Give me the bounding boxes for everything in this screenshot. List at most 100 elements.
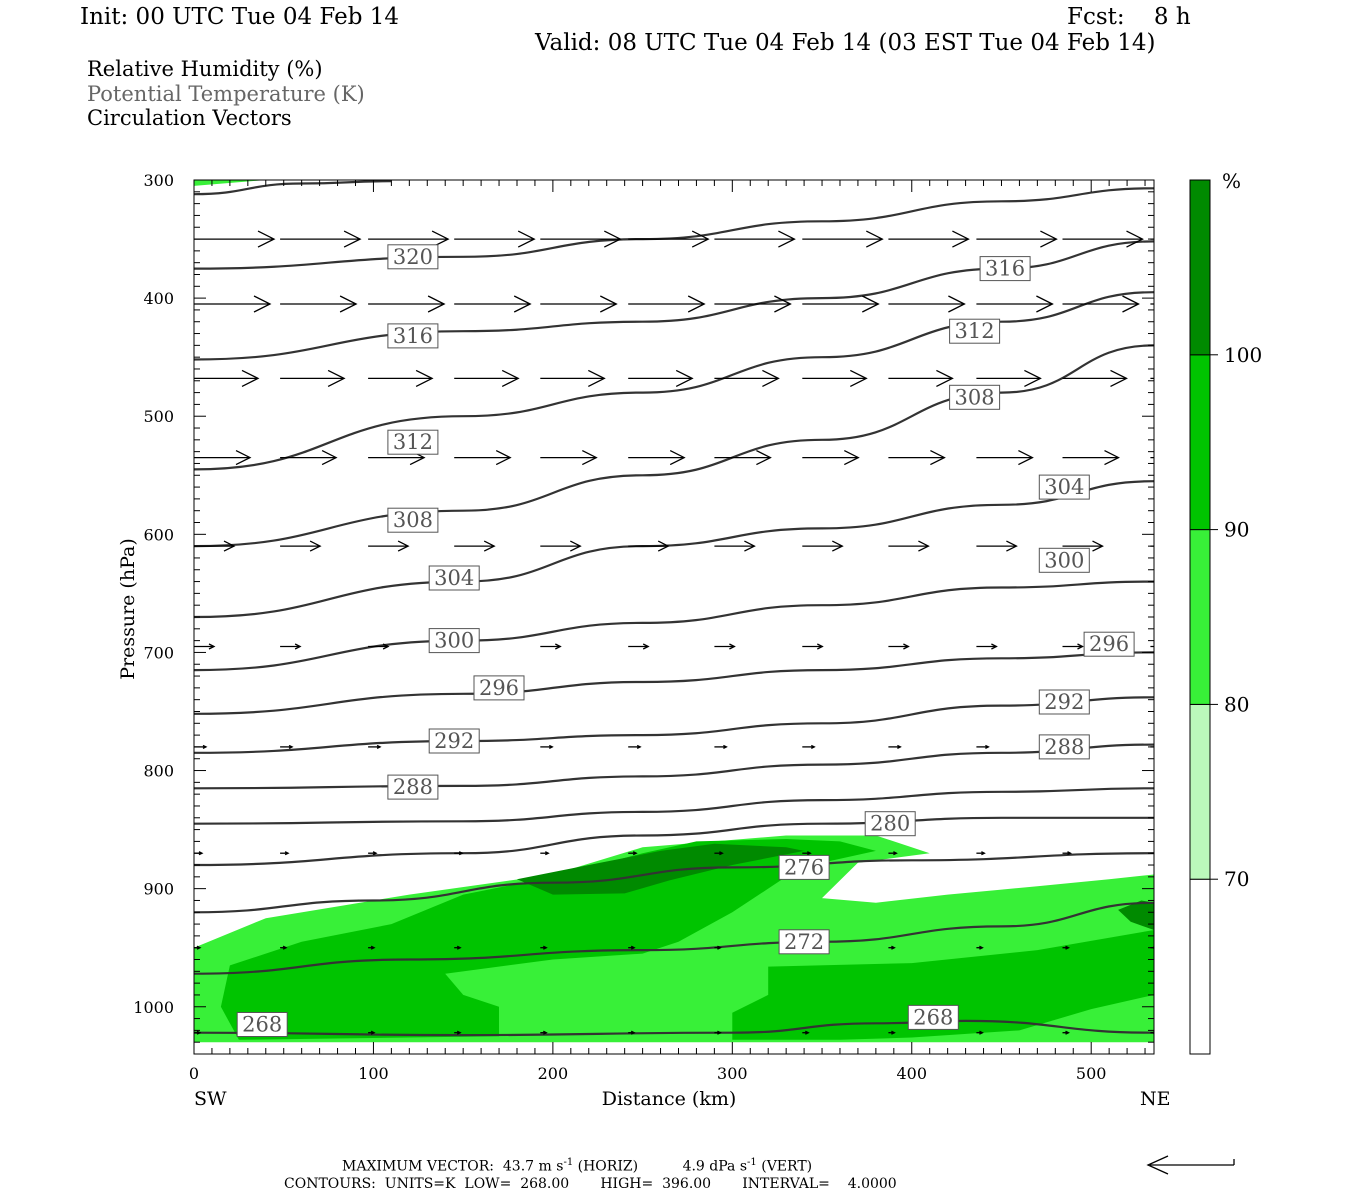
contour-label-box [387,429,439,455]
x-tick-label: 0 [189,1064,199,1083]
theta-contour-296 [194,651,1154,715]
contour-label-text: 300 [434,629,474,653]
vector-arrowhead [903,643,910,650]
x-tick-label: 200 [538,1064,569,1083]
vector-arrowhead [981,851,986,856]
theta-contour-284 [194,787,1154,825]
colorbar-label: 80 [1224,692,1249,716]
vector-arrowhead [1155,852,1158,855]
vector-arrowhead [370,945,376,950]
colorbar-segment [1189,529,1211,705]
vector-arrowhead [253,295,272,313]
vector-arrowhead [294,643,302,650]
vector-arrowhead [1006,540,1018,552]
vector-arrowhead [744,540,756,552]
vector-arrowhead [805,1030,810,1035]
theta-contour-268 [194,1019,1154,1037]
contour-label-box [1038,474,1090,500]
vector-arrowhead [948,295,966,313]
y-tick-label: 300 [143,171,174,190]
contour-label-304: 304 [428,565,480,591]
vector-arrowhead [807,851,812,856]
contour-label-box [979,256,1031,282]
y-tick-label: 800 [143,762,174,781]
theta-contour-272 [194,901,1154,975]
vector-arrowhead [1126,230,1144,248]
x-end-label-ne: NE [1140,1088,1171,1110]
theta-contour-304 [194,480,1154,619]
colorbar-segment [1189,354,1211,531]
rh-shading [194,180,1154,1043]
contour-label-box [778,929,830,955]
legend-vectors: Circulation Vectors [87,106,292,130]
contour-label-268: 268 [907,1004,959,1030]
contour-label-text: 272 [784,930,824,954]
reference-vector [1146,1155,1235,1175]
contour-label-296: 296 [1083,631,1135,657]
vector-arrowhead [517,230,536,248]
contour-label-312: 312 [387,429,439,455]
colorbar-label: 100 [1224,343,1262,367]
y-tick-label: 900 [143,880,174,899]
contour-label-312: 312 [949,318,1001,344]
vector-arrowhead [756,450,772,466]
theta-contour-300 [194,580,1154,672]
valid-time: Valid: 08 UTC Tue 04 Feb 14 (03 EST Tue … [535,30,1156,56]
vector-arrowhead [456,1030,462,1035]
axes: 0 100 200 300 400 500 300 400 500 600 700 800 900 100… [117,171,1171,1110]
contour-label-text: 268 [913,1005,953,1029]
vector-arrowhead [1214,231,1230,247]
vector-arrowhead [288,744,294,749]
contour-label-box [428,565,480,591]
vector-arrowhead [208,643,216,650]
contour-label-text: 300 [1044,548,1084,572]
colorbar-label: 70 [1224,867,1249,891]
contour-label-text: 292 [1044,690,1084,714]
vector-arrowhead [717,945,722,950]
vector-arrowhead [936,369,954,387]
legend-rh: Relative Humidity (%) [87,57,323,81]
contour-label-text: 308 [393,508,433,532]
contour-label-box [1038,689,1090,715]
vector-arrowhead [321,450,338,466]
vector-arrowhead [309,540,322,552]
contour-label-box [1083,631,1135,657]
vector-arrowhead [979,945,984,950]
contour-label-280: 280 [864,811,916,837]
legend-theta: Potential Temperature (K) [87,82,365,106]
vector-arrowhead [543,945,548,950]
vector-arrowhead [891,1030,896,1035]
contour-label-box [236,1012,288,1037]
vector-arrowhead [691,230,710,248]
contour-label-box [907,1004,959,1030]
vector-arrowhead [588,369,606,387]
vector-arrowhead [675,369,694,387]
vector-arrowhead [545,851,550,856]
contour-label-text: 292 [434,729,474,753]
contour-label-box [428,728,480,754]
vector-arrowhead [979,1030,984,1035]
contour-label-text: 316 [985,257,1025,281]
colorbar: 70 80 90 100% [1189,169,1262,1055]
vector-arrowhead [762,369,780,387]
vector-arrowhead [630,1030,636,1035]
contour-label-276: 276 [778,854,830,880]
rh-region-5 [1118,900,1154,930]
vector-arrowhead [632,851,638,856]
vector-arrowhead [513,295,532,313]
contour-label-box [428,628,480,654]
vector-arrowhead [235,450,252,466]
x-tick-label: 500 [1076,1064,1107,1083]
vector-arrowhead [862,295,880,313]
vector-arrowhead [282,945,288,950]
vector-arrowhead [1165,644,1170,649]
vector-arrowhead [415,369,434,387]
vector-arrowhead [555,643,562,650]
vector-arrowhead [1159,745,1162,748]
contour-label-text: 288 [393,775,433,799]
x-tick-label: 300 [717,1064,748,1083]
vector-arrowhead [774,295,792,313]
contour-label-text: 268 [242,1013,282,1037]
contour-label-320: 320 [387,244,439,270]
